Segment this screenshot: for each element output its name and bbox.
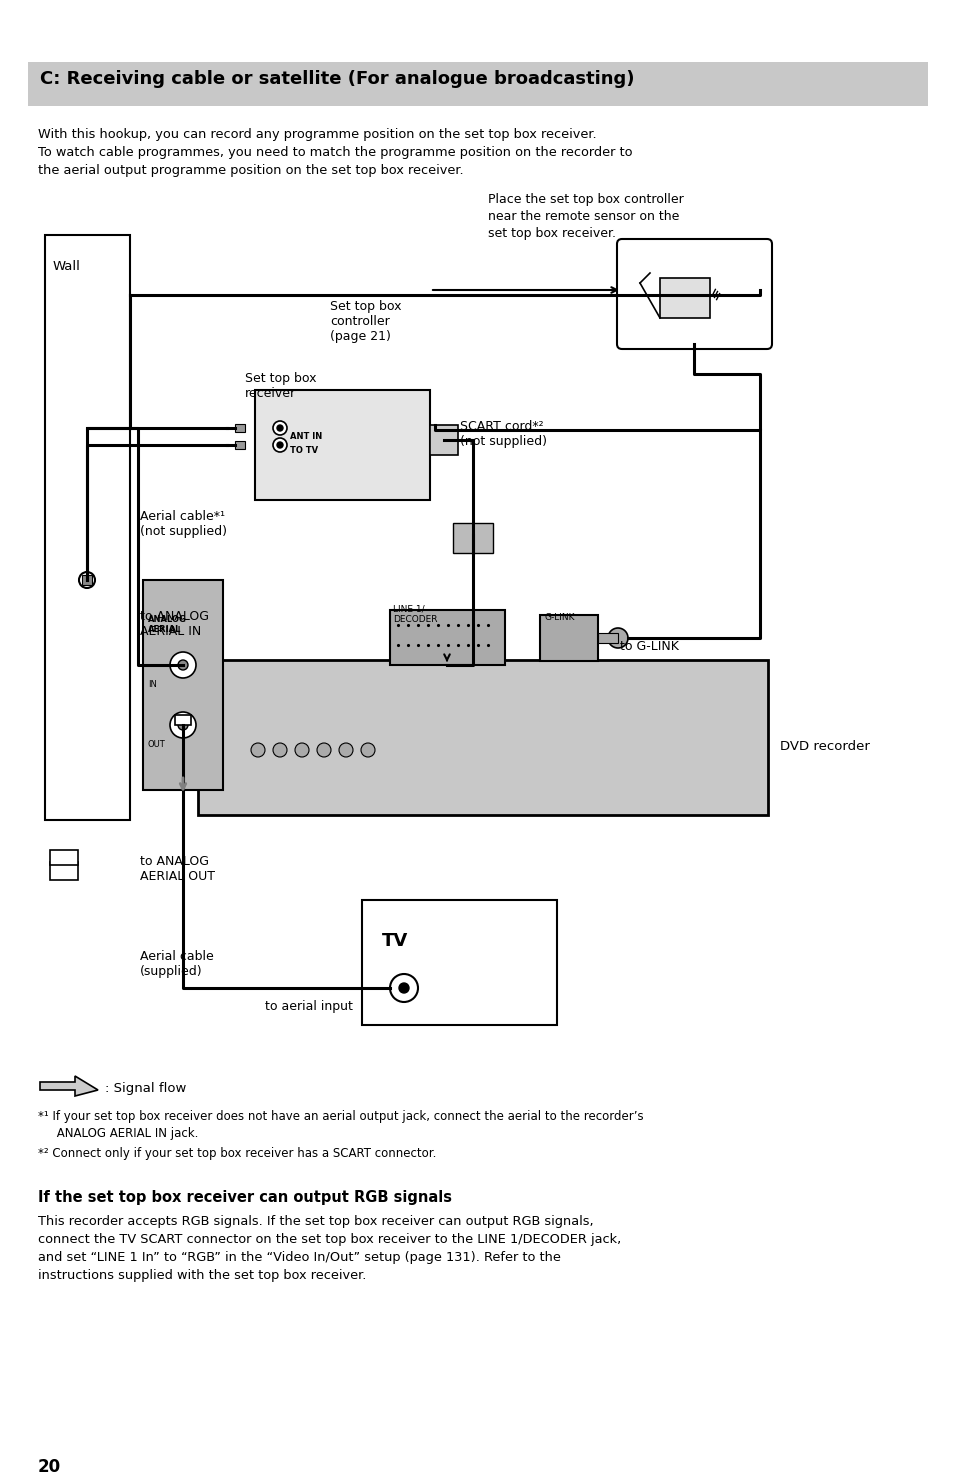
- Text: With this hookup, you can record any programme position on the set top box recei: With this hookup, you can record any pro…: [38, 128, 596, 141]
- Circle shape: [316, 743, 331, 756]
- Circle shape: [276, 426, 283, 432]
- Bar: [234, 424, 245, 432]
- Polygon shape: [40, 1077, 98, 1096]
- Text: to ANALOG
AERIAL IN: to ANALOG AERIAL IN: [140, 610, 209, 638]
- Text: OUT: OUT: [148, 740, 166, 749]
- Text: : Signal flow: : Signal flow: [105, 1083, 186, 1094]
- Text: This recorder accepts RGB signals. If the set top box receiver can output RGB si: This recorder accepts RGB signals. If th…: [38, 1215, 593, 1228]
- Circle shape: [294, 743, 309, 756]
- Circle shape: [79, 572, 95, 587]
- Circle shape: [276, 442, 283, 448]
- Text: set top box receiver.: set top box receiver.: [488, 227, 616, 240]
- Text: ANALOG
AERIAL: ANALOG AERIAL: [148, 615, 187, 635]
- Circle shape: [273, 743, 287, 756]
- Text: to aerial input: to aerial input: [265, 1000, 353, 1013]
- Text: connect the TV SCART connector on the set top box receiver to the LINE 1/DECODER: connect the TV SCART connector on the se…: [38, 1232, 620, 1246]
- Bar: [254, 390, 430, 500]
- Text: Place the set top box controller: Place the set top box controller: [488, 193, 683, 206]
- Circle shape: [338, 743, 353, 756]
- Circle shape: [273, 421, 287, 435]
- Text: LINE 1/
DECODER: LINE 1/ DECODER: [393, 605, 437, 624]
- Text: G-LINK: G-LINK: [544, 612, 575, 621]
- Circle shape: [178, 660, 188, 670]
- Text: *¹ If your set top box receiver does not have an aerial output jack, connect the: *¹ If your set top box receiver does not…: [38, 1109, 643, 1123]
- Bar: [50, 862, 78, 879]
- Circle shape: [360, 743, 375, 756]
- Text: If the set top box receiver can output RGB signals: If the set top box receiver can output R…: [38, 1189, 452, 1206]
- Circle shape: [607, 627, 627, 648]
- Text: ANT IN: ANT IN: [290, 432, 322, 440]
- Bar: [82, 575, 91, 584]
- Text: to ANALOG
AERIAL OUT: to ANALOG AERIAL OUT: [140, 856, 214, 882]
- Text: *² Connect only if your set top box receiver has a SCART connector.: *² Connect only if your set top box rece…: [38, 1146, 436, 1160]
- Text: TO TV: TO TV: [290, 446, 317, 455]
- Bar: [390, 610, 504, 664]
- Text: To watch cable programmes, you need to match the programme position on the recor: To watch cable programmes, you need to m…: [38, 145, 632, 159]
- Text: and set “LINE 1 In” to “RGB” in the “Video In/Out” setup (page 131). Refer to th: and set “LINE 1 In” to “RGB” in the “Vid…: [38, 1252, 560, 1264]
- Bar: [45, 234, 130, 820]
- Text: ANALOG AERIAL IN jack.: ANALOG AERIAL IN jack.: [38, 1127, 198, 1140]
- Text: DVD recorder: DVD recorder: [780, 740, 869, 753]
- Bar: [361, 900, 557, 1025]
- Text: C: Receiving cable or satellite (For analogue broadcasting): C: Receiving cable or satellite (For ana…: [40, 70, 634, 87]
- Circle shape: [390, 974, 417, 1003]
- Text: instructions supplied with the set top box receiver.: instructions supplied with the set top b…: [38, 1269, 366, 1281]
- Text: 20: 20: [38, 1458, 61, 1476]
- Circle shape: [251, 743, 265, 756]
- Bar: [234, 440, 245, 449]
- FancyBboxPatch shape: [617, 239, 771, 349]
- Circle shape: [170, 712, 195, 739]
- Bar: [28, 62, 927, 105]
- Text: Aerial cable
(supplied): Aerial cable (supplied): [140, 951, 213, 977]
- Text: to G-LINK: to G-LINK: [619, 641, 679, 653]
- Bar: [143, 580, 223, 790]
- Bar: [598, 633, 618, 644]
- Circle shape: [398, 983, 409, 994]
- Text: SCART cord*²
(not supplied): SCART cord*² (not supplied): [459, 420, 546, 448]
- Bar: [539, 615, 598, 661]
- Text: the aerial output programme position on the set top box receiver.: the aerial output programme position on …: [38, 165, 463, 176]
- Bar: [659, 277, 709, 317]
- Circle shape: [170, 653, 195, 678]
- Bar: [174, 715, 191, 725]
- Circle shape: [178, 721, 188, 730]
- Text: Set top box
receiver: Set top box receiver: [245, 372, 316, 400]
- Bar: [430, 426, 457, 455]
- Text: Wall: Wall: [53, 260, 81, 273]
- Bar: [50, 850, 78, 865]
- Bar: [198, 660, 767, 816]
- Text: IN: IN: [148, 681, 156, 690]
- Bar: [453, 523, 493, 553]
- Text: Aerial cable*¹
(not supplied): Aerial cable*¹ (not supplied): [140, 510, 227, 538]
- Text: Set top box
controller
(page 21): Set top box controller (page 21): [330, 300, 401, 343]
- Text: near the remote sensor on the: near the remote sensor on the: [488, 211, 679, 222]
- Circle shape: [273, 437, 287, 452]
- Text: TV: TV: [381, 931, 408, 951]
